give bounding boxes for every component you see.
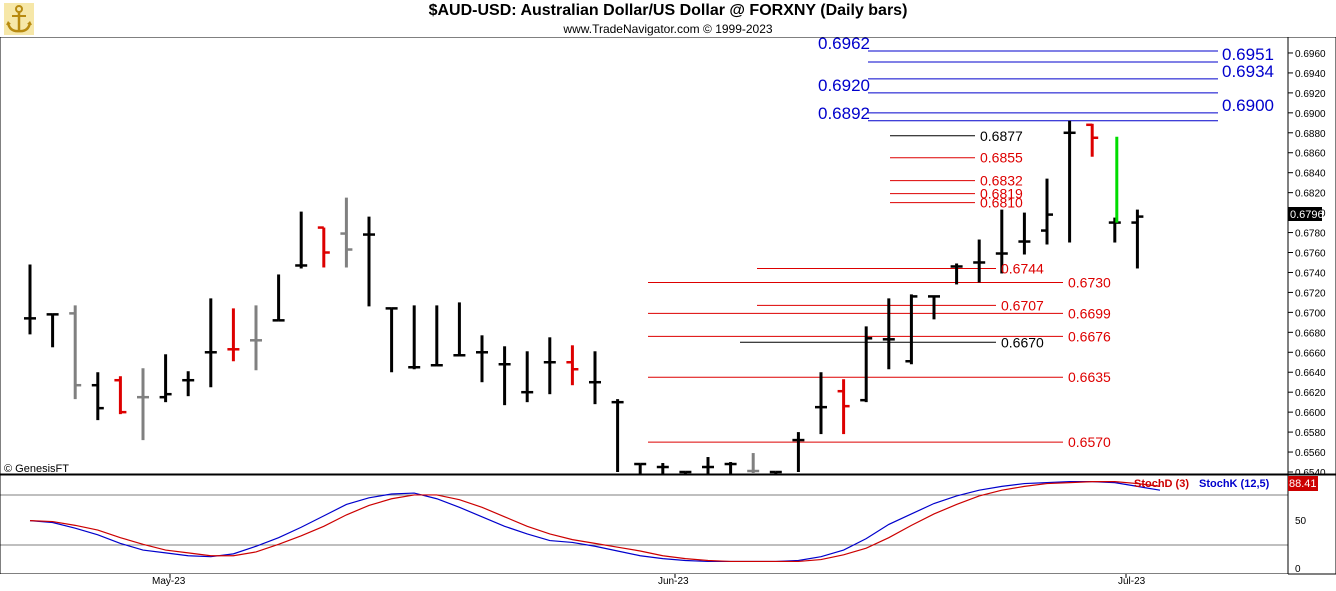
level-label: 0.6635: [1068, 369, 1111, 385]
y-tick-label: 0.6540: [1295, 468, 1326, 479]
level-label: 0.6855: [980, 150, 1023, 166]
stochastic-pane: StochD (3) StochK (12,5) 88.41 50 0: [0, 474, 1336, 575]
stoch-series-line: [29, 481, 1161, 563]
stoch-value-label: 88.41: [1289, 478, 1317, 490]
last-price-badge: [1288, 207, 1322, 221]
chart-subtitle: www.TradeNavigator.com © 1999-2023: [563, 22, 773, 36]
y-tick-label: 0.6720: [1295, 288, 1326, 299]
y-tick-label: 0.6580: [1295, 428, 1326, 439]
y-tick-label: 0.6840: [1295, 169, 1326, 180]
y-tick-label: 0.6920: [1295, 89, 1326, 100]
y-tick-label: 0.6760: [1295, 249, 1326, 260]
level-label: 0.6570: [1068, 434, 1111, 450]
y-tick-label: 0.6960: [1295, 49, 1326, 60]
y-tick-label: 0.6820: [1295, 189, 1326, 200]
y-tick-label: 0.6620: [1295, 388, 1326, 399]
level-label: 0.6699: [1068, 305, 1111, 321]
stoch-tick-0: 0: [1295, 564, 1301, 575]
y-tick-label: 0.6780: [1295, 229, 1326, 240]
level-label: 0.6676: [1068, 328, 1111, 344]
x-tick-label-jun: Jun-23: [658, 576, 689, 587]
level-label: 0.6730: [1068, 274, 1111, 290]
level-label: 0.6962: [818, 37, 870, 53]
x-tick-label-jul: Jul-23: [1118, 576, 1146, 587]
chart-header: $AUD-USD: Australian Dollar/US Dollar @ …: [0, 0, 1336, 37]
anchor-icon: [4, 3, 34, 35]
legend-stochd: StochD (3): [1134, 478, 1189, 490]
y-tick-label: 0.6700: [1295, 308, 1326, 319]
level-label: 0.6744: [1001, 260, 1044, 276]
stoch-tick-50: 50: [1295, 516, 1307, 527]
y-tick-label: 0.6900: [1295, 109, 1326, 120]
price-bars: [24, 120, 1144, 474]
level-label: 0.6892: [818, 104, 870, 123]
stochastic-lines: [29, 481, 1161, 563]
y-tick-label: 0.6940: [1295, 69, 1326, 80]
level-label: 0.6900: [1222, 96, 1274, 115]
y-tick-label: 0.6560: [1295, 448, 1326, 459]
y-tick-label: 0.6860: [1295, 149, 1326, 160]
y-tick-label: 0.6740: [1295, 268, 1326, 279]
y-tick-label: 0.6680: [1295, 328, 1326, 339]
x-tick-label-may: May-23: [152, 576, 186, 587]
level-label: 0.6832: [980, 173, 1023, 189]
watermark: © GenesisFT: [4, 463, 69, 475]
chart-title: $AUD-USD: Australian Dollar/US Dollar @ …: [428, 2, 908, 19]
legend-stochk: StochK (12,5): [1199, 478, 1270, 490]
level-label: 0.6920: [818, 76, 870, 95]
level-label: 0.6670: [1001, 334, 1044, 350]
level-label: 0.6877: [980, 128, 1023, 144]
level-label: 0.6951: [1222, 45, 1274, 64]
stoch-value-badge: [1288, 476, 1318, 491]
y-tick-label: 0.6600: [1295, 408, 1326, 419]
level-label: 0.6819: [980, 186, 1023, 202]
last-price-label: 0.6796: [1290, 209, 1324, 221]
date-axis: May-23 Jun-23 Jul-23: [0, 574, 1288, 591]
level-label: 0.6810: [980, 195, 1023, 211]
y-tick-label: 0.6640: [1295, 368, 1326, 379]
level-label: 0.6707: [1001, 297, 1044, 313]
y-tick-label: 0.6880: [1295, 129, 1326, 140]
y-tick-label: 0.6660: [1295, 348, 1326, 359]
level-label: 0.6934: [1222, 62, 1274, 81]
